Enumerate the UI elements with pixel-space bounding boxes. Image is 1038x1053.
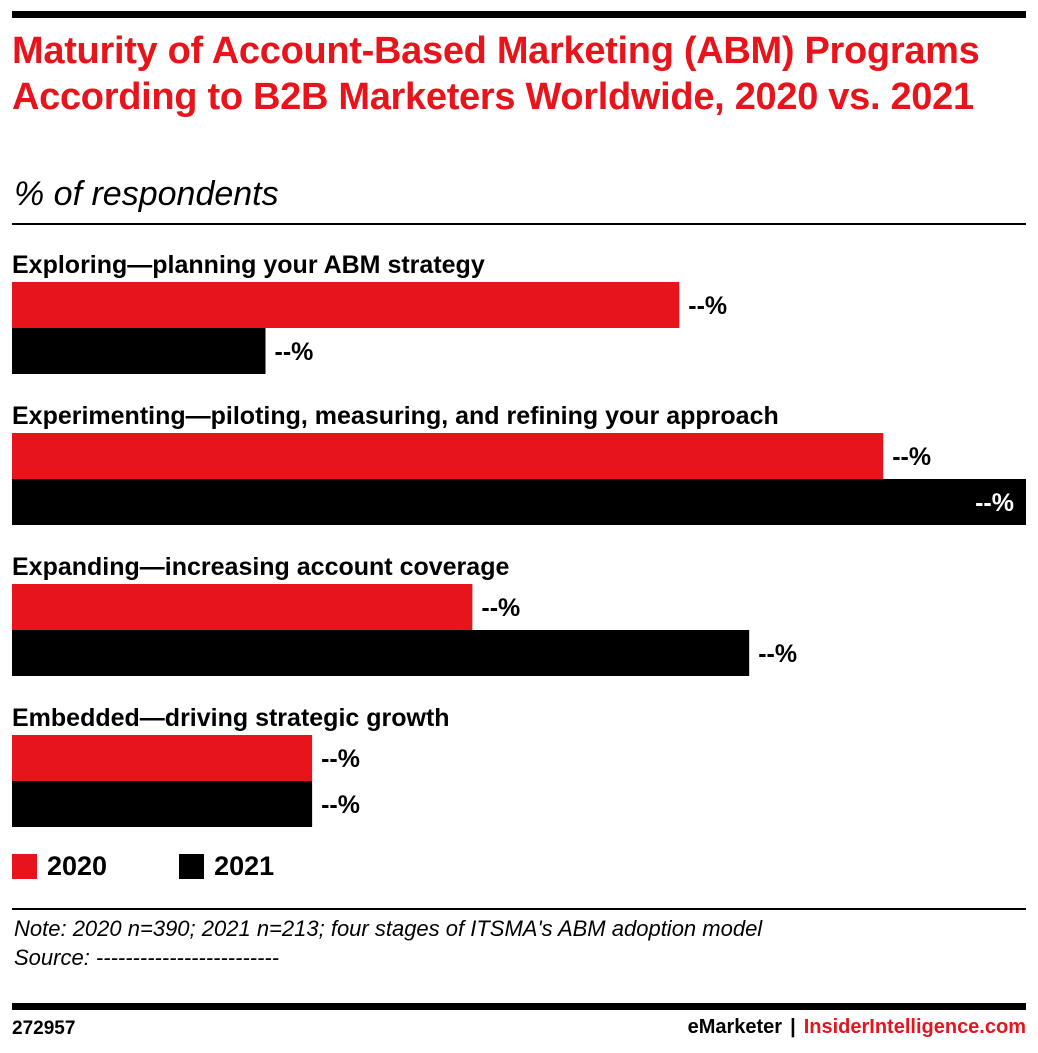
value-label-2021-1: --%	[275, 338, 314, 366]
bar-2021-2[interactable]	[12, 479, 1026, 525]
value-label-2020-4: --%	[321, 745, 360, 773]
footer-brand: eMarketer | InsiderIntelligence.com	[688, 1016, 1026, 1039]
chart-title: Maturity of Account-Based Marketing (ABM…	[12, 30, 980, 118]
category-label: Exploring—planning your ABM strategy	[12, 251, 485, 279]
value-label-2020-3: --%	[481, 594, 520, 622]
header-divider	[12, 223, 1026, 225]
footer-divider	[12, 908, 1026, 910]
bar-2020-4[interactable]	[12, 735, 313, 781]
category-label: Experimenting—piloting, measuring, and r…	[12, 402, 779, 430]
top-rule	[12, 11, 1026, 18]
brand-separator: |	[790, 1016, 796, 1038]
value-label-2021-2: --%	[975, 489, 1014, 517]
value-label-2020-1: --%	[688, 292, 727, 320]
value-label-2020-2: --%	[892, 443, 931, 471]
chart-legend: 2020 2021	[12, 848, 346, 884]
legend-item-2020[interactable]: 2020	[12, 851, 107, 882]
bar-2021-3[interactable]	[12, 630, 750, 676]
value-label-2021-4: --%	[321, 791, 360, 819]
brand-emarketer[interactable]: eMarketer	[687, 1016, 783, 1038]
bar-2020-2[interactable]	[12, 433, 884, 479]
footnote: Note: 2020 n=390; 2021 n=213; four stage…	[14, 914, 762, 972]
source-text: Source: -------------------------	[14, 945, 280, 970]
note-text: Note: 2020 n=390; 2021 n=213; four stage…	[14, 916, 763, 941]
category-label: Embedded—driving strategic growth	[12, 704, 450, 732]
category-label: Expanding—increasing account coverage	[12, 553, 509, 581]
bar-2021-1[interactable]	[12, 328, 266, 374]
bar-2021-4[interactable]	[12, 781, 313, 827]
chart-subtitle: % of respondents	[14, 175, 279, 213]
legend-label-2021: 2021	[214, 850, 275, 881]
legend-swatch-2020	[12, 853, 37, 879]
legend-swatch-2021	[179, 853, 205, 879]
brand-insider-intelligence[interactable]: InsiderIntelligence.com	[803, 1016, 1026, 1038]
legend-item-2021[interactable]: 2021	[179, 851, 274, 882]
bar-2020-3[interactable]	[12, 584, 473, 630]
legend-label-2020: 2020	[47, 850, 108, 881]
value-label-2021-3: --%	[758, 640, 797, 668]
chart-id: 272957	[12, 1018, 76, 1039]
bottom-rule	[12, 1003, 1026, 1010]
bar-2020-1[interactable]	[12, 282, 680, 328]
bar-chart: Exploring—planning your ABM strategy --% -…	[12, 251, 1026, 827]
